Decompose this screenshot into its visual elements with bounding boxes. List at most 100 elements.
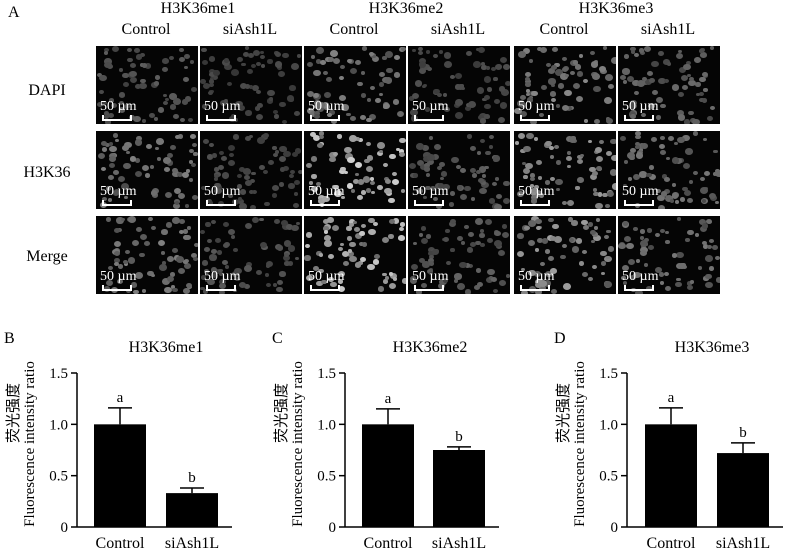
nucleus <box>715 277 720 283</box>
scale-bar: 50 µm <box>100 100 140 121</box>
nucleus <box>607 246 615 252</box>
nucleus <box>538 193 545 198</box>
nucleus <box>621 276 626 280</box>
nucleus <box>439 162 445 168</box>
nucleus <box>460 241 466 246</box>
y-tick-label: 0 <box>329 520 337 536</box>
nucleus <box>334 190 342 197</box>
nucleus <box>438 282 446 289</box>
nucleus <box>316 280 323 287</box>
nucleus <box>206 198 212 204</box>
nucleus <box>683 119 691 124</box>
nucleus <box>501 224 508 229</box>
nucleus <box>200 286 205 291</box>
nucleus <box>465 106 471 112</box>
nucleus <box>322 196 330 203</box>
nucleus <box>146 143 153 149</box>
nucleus <box>275 52 281 58</box>
micrograph-merge-2: 50 µm <box>304 216 406 294</box>
nucleus <box>284 261 290 266</box>
nucleus <box>367 263 375 271</box>
nucleus <box>568 136 576 143</box>
nucleus <box>174 135 180 140</box>
nucleus <box>206 154 213 160</box>
nucleus <box>169 103 177 110</box>
nucleus <box>486 276 494 283</box>
nucleus <box>218 282 226 289</box>
scale-bar: 50 µm <box>100 270 140 291</box>
nucleus <box>357 82 363 87</box>
nucleus <box>289 85 296 91</box>
nucleus <box>243 168 251 175</box>
nucleus <box>442 93 447 97</box>
nucleus <box>135 83 142 89</box>
nucleus <box>622 183 627 188</box>
y-tick-label: 1.5 <box>599 366 618 382</box>
nucleus <box>344 153 353 160</box>
nucleus <box>481 182 489 189</box>
nucleus <box>146 270 154 277</box>
scale-bar-line <box>102 115 132 121</box>
nucleus <box>271 193 278 199</box>
nucleus <box>219 289 226 294</box>
row-label-h3k36: H3K36 <box>23 164 71 181</box>
nucleus <box>665 230 670 235</box>
nucleus <box>671 193 678 199</box>
nucleus <box>651 89 658 95</box>
nucleus <box>101 146 108 152</box>
nucleus <box>525 78 531 84</box>
nucleus <box>188 117 193 122</box>
scale-bar-line <box>414 115 444 121</box>
nucleus <box>536 46 542 51</box>
nucleus <box>200 229 206 235</box>
nucleus <box>121 183 129 190</box>
nucleus <box>209 254 217 261</box>
nucleus <box>501 89 510 96</box>
nucleus <box>516 190 524 197</box>
nucleus <box>193 152 198 156</box>
nucleus <box>483 103 491 110</box>
nucleus <box>550 288 557 294</box>
nucleus <box>201 104 208 110</box>
nucleus <box>163 157 172 164</box>
nucleus <box>538 285 546 292</box>
nucleus <box>710 105 715 110</box>
scale-bar-line <box>624 115 654 121</box>
nucleus <box>420 226 427 232</box>
nucleus <box>203 139 210 145</box>
significance-letter: b <box>455 429 463 445</box>
nucleus <box>688 110 694 116</box>
nucleus <box>377 185 383 191</box>
nucleus <box>682 186 689 192</box>
nucleus <box>245 84 251 89</box>
significance-letter: a <box>117 390 124 406</box>
nucleus <box>306 61 314 68</box>
nucleus <box>419 257 426 264</box>
bar-siash1l <box>433 450 485 527</box>
nucleus <box>464 186 471 192</box>
nucleus <box>545 140 552 147</box>
significance-letter: b <box>739 425 747 441</box>
nucleus <box>349 222 355 227</box>
nucleus <box>278 182 284 187</box>
y-axis-label-cn: 荧光强度 <box>273 383 290 443</box>
bar-control <box>362 424 414 527</box>
nucleus <box>620 75 627 81</box>
scale-bar: 50 µm <box>308 100 348 121</box>
nucleus <box>368 228 377 236</box>
nucleus <box>428 257 435 263</box>
scale-bar-line <box>310 285 340 291</box>
nucleus <box>237 184 243 189</box>
nucleus <box>121 144 129 151</box>
nucleus <box>104 143 110 148</box>
nucleus <box>554 145 559 150</box>
nucleus <box>122 259 128 265</box>
nucleus <box>317 101 326 109</box>
nucleus <box>104 61 112 68</box>
nucleus <box>235 277 240 281</box>
nucleus <box>455 165 461 169</box>
nucleus <box>333 151 339 157</box>
nucleus <box>167 275 175 282</box>
nucleus <box>105 279 114 287</box>
nucleus <box>168 55 174 61</box>
